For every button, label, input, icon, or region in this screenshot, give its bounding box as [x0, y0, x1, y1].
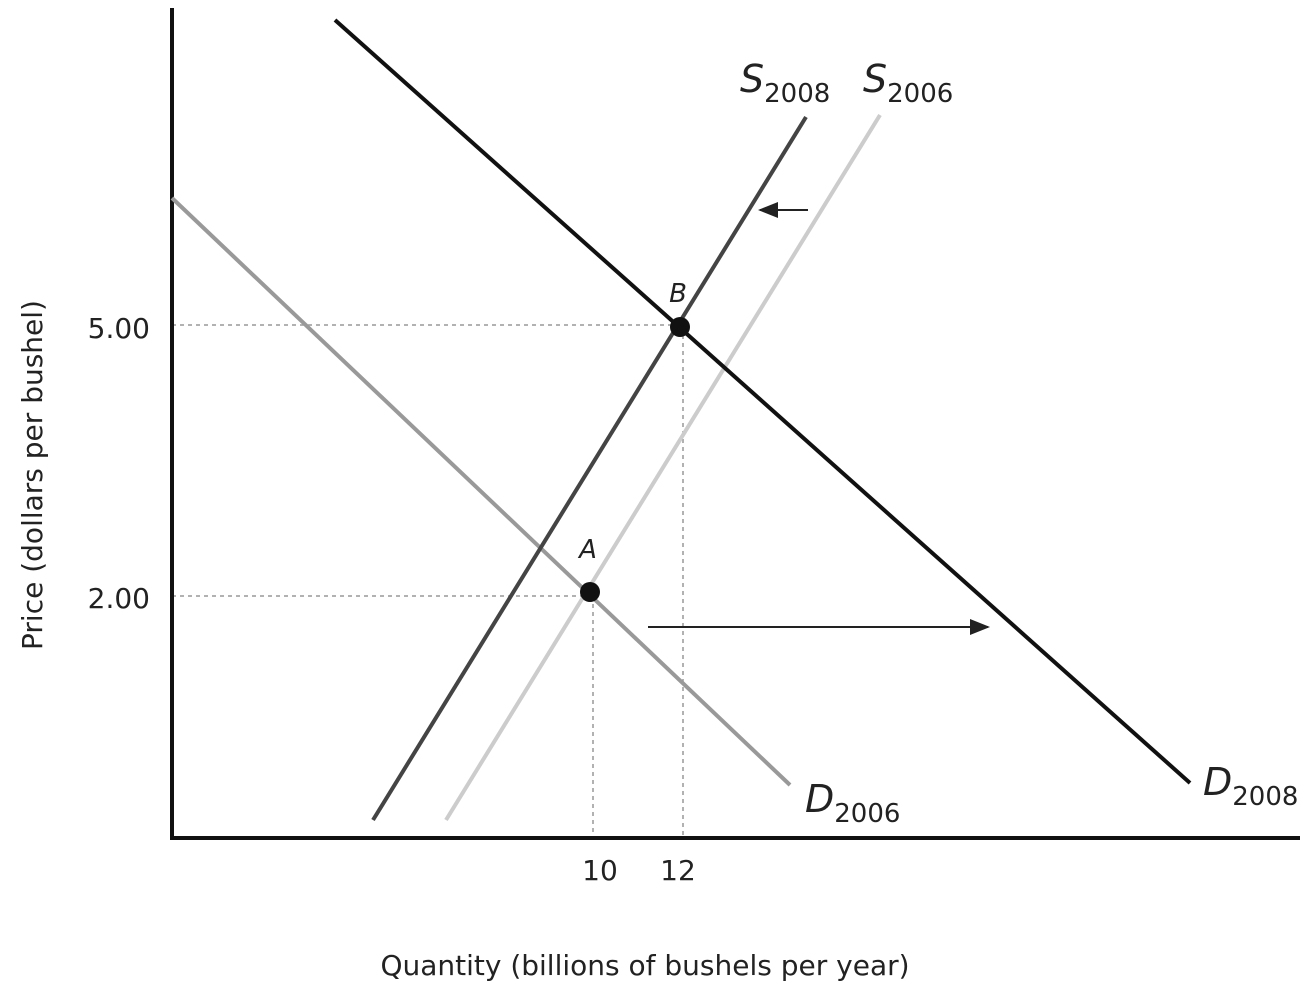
curve-sub: 2006: [887, 79, 953, 109]
curve-label: D2008: [1203, 760, 1298, 812]
y-tick-label: 5.00: [88, 312, 150, 345]
curve-sub: 2006: [834, 799, 900, 829]
x-tick-label: 10: [582, 854, 618, 887]
curve-label: S2006: [863, 57, 953, 109]
x-axis-title: Quantity (billions of bushels per year): [380, 949, 909, 982]
d2006-line: [170, 196, 792, 787]
curve-letter: D: [805, 777, 834, 821]
curve-letter: S: [863, 57, 887, 101]
curve-sub: 2008: [1232, 782, 1298, 812]
curve-label: S2008: [740, 57, 830, 109]
curve-label: D2006: [805, 777, 900, 829]
s2008-line: [371, 115, 808, 822]
point-label: A: [577, 535, 597, 565]
curve-sub: 2008: [764, 79, 830, 109]
curve-letter: S: [740, 57, 764, 101]
y-axis-title: Price (dollars per bushel): [16, 300, 49, 650]
d2008-line: [333, 18, 1192, 785]
point-a: [580, 582, 600, 602]
curve-letter: D: [1203, 760, 1232, 804]
x-tick-label: 12: [660, 854, 696, 887]
s2006-line: [444, 113, 882, 822]
axes: [170, 8, 1300, 840]
point-b: [670, 317, 690, 337]
guides: [172, 324, 684, 838]
point-label: B: [669, 279, 687, 309]
y-tick-label: 2.00: [88, 582, 150, 615]
